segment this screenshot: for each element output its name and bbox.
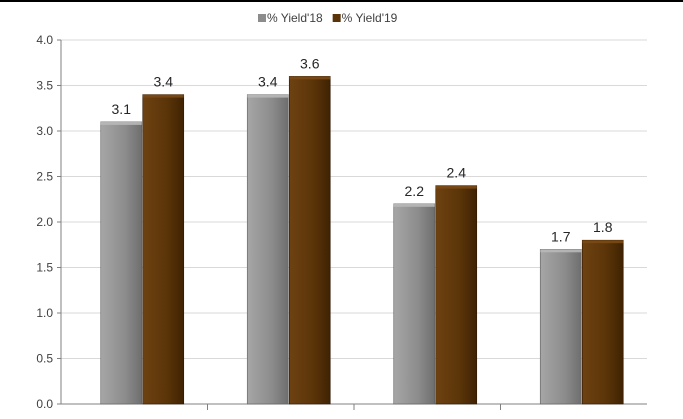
bar xyxy=(288,76,331,405)
data-label: 3.4 xyxy=(154,74,174,90)
y-tick-label: 0.0 xyxy=(36,397,53,411)
bar xyxy=(539,249,582,405)
axis-layer: 0.0 0.5 1.0 1.5 2.0 2.5 3.0 3.5 4.0 xyxy=(36,33,647,411)
legend-label: % Yield'19 xyxy=(342,11,398,25)
bar xyxy=(246,94,289,405)
y-tick-label: 2.0 xyxy=(36,215,53,229)
y-tick-label: 0.5 xyxy=(36,352,53,366)
bar xyxy=(435,185,478,405)
bar-top-highlight xyxy=(247,94,289,98)
y-tick-label: 1.5 xyxy=(36,261,53,275)
y-tick-label: 1.0 xyxy=(36,306,53,320)
legend-label: % Yield'18 xyxy=(267,11,323,25)
data-label: 3.6 xyxy=(300,55,320,71)
y-tick-label: 3.0 xyxy=(36,124,53,138)
labels-layer: 3.1 3.4 3.4 3.6 2.2 2.4 1.7 1.8 xyxy=(112,55,613,244)
bar-top-highlight xyxy=(142,94,184,98)
data-label: 2.2 xyxy=(405,183,425,199)
bar xyxy=(100,121,143,405)
bar-top-highlight xyxy=(435,185,477,189)
bar-top-highlight xyxy=(393,203,435,207)
y-tick-label: 2.5 xyxy=(36,170,53,184)
data-label: 1.7 xyxy=(551,228,571,244)
y-tick-label: 3.5 xyxy=(36,79,53,93)
legend-swatch xyxy=(258,14,266,22)
y-tick-label: 4.0 xyxy=(36,33,53,47)
bar xyxy=(393,203,436,405)
data-label: 3.1 xyxy=(112,101,132,117)
top-rule xyxy=(0,0,683,2)
bar-top-highlight xyxy=(540,249,582,253)
bars-layer xyxy=(100,76,624,405)
data-label: 3.4 xyxy=(258,74,278,90)
bar-top-highlight xyxy=(582,240,624,244)
bar xyxy=(581,239,624,405)
bar xyxy=(142,94,185,405)
data-label: 2.4 xyxy=(447,165,467,181)
legend-swatch xyxy=(332,14,341,22)
bar-top-highlight xyxy=(289,76,331,80)
bar-top-highlight xyxy=(100,121,142,125)
legend: % Yield'18 % Yield'19 xyxy=(258,11,398,25)
data-label: 1.8 xyxy=(593,219,613,235)
